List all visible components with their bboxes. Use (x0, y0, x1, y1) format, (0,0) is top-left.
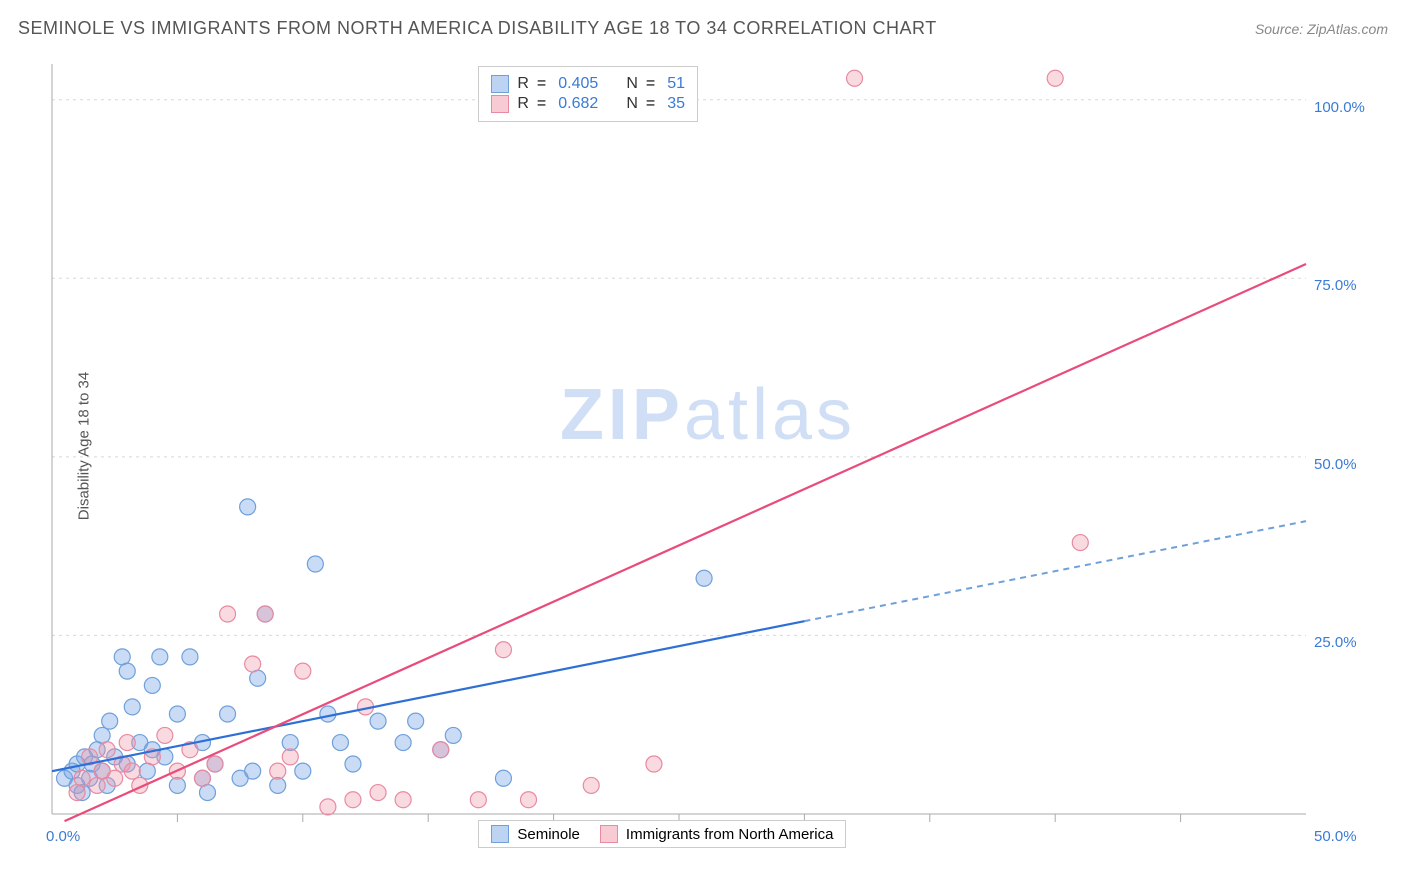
data-point (152, 649, 168, 665)
data-point (646, 756, 662, 772)
data-point (169, 706, 185, 722)
data-point (408, 713, 424, 729)
y-tick-label: 100.0% (1314, 99, 1365, 116)
data-point (495, 770, 511, 786)
data-point (282, 735, 298, 751)
stats-legend-row: R = 0.682N = 35 (491, 95, 685, 113)
data-point (270, 763, 286, 779)
data-point (74, 770, 90, 786)
data-point (295, 763, 311, 779)
data-point (89, 777, 105, 793)
data-point (245, 656, 261, 672)
data-point (370, 785, 386, 801)
legend-item: Seminole (491, 825, 580, 843)
stat-n-label: N (626, 75, 638, 93)
trend-line-extrapolated (804, 521, 1306, 621)
legend-label: Immigrants from North America (626, 826, 834, 843)
data-point (847, 70, 863, 86)
data-point (445, 727, 461, 743)
x-tick-label: 0.0% (46, 828, 80, 845)
data-point (99, 742, 115, 758)
data-point (250, 670, 266, 686)
legend-swatch (600, 825, 618, 843)
data-point (199, 785, 215, 801)
data-point (282, 749, 298, 765)
chart-title: SEMINOLE VS IMMIGRANTS FROM NORTH AMERIC… (18, 18, 937, 39)
y-tick-label: 50.0% (1314, 456, 1357, 473)
legend-label: Seminole (517, 826, 580, 843)
data-point (94, 727, 110, 743)
data-point (182, 649, 198, 665)
stat-r-value: 0.682 (558, 95, 598, 113)
legend-swatch (491, 95, 509, 113)
data-point (345, 756, 361, 772)
stats-legend-row: R = 0.405N = 51 (491, 75, 685, 93)
data-point (102, 713, 118, 729)
data-point (370, 713, 386, 729)
data-point (295, 663, 311, 679)
data-point (470, 792, 486, 808)
stat-n-value: 51 (667, 75, 685, 93)
stat-r-label: R (517, 95, 529, 113)
data-point (114, 649, 130, 665)
data-point (169, 777, 185, 793)
data-point (433, 742, 449, 758)
data-point (194, 770, 210, 786)
data-point (345, 792, 361, 808)
data-point (124, 699, 140, 715)
data-point (257, 606, 273, 622)
data-point (144, 677, 160, 693)
legend-item: Immigrants from North America (600, 825, 834, 843)
stat-n-label: N (626, 95, 638, 113)
stat-r-value: 0.405 (558, 75, 598, 93)
data-point (124, 763, 140, 779)
data-point (240, 499, 256, 515)
data-point (220, 706, 236, 722)
data-point (1047, 70, 1063, 86)
data-point (245, 763, 261, 779)
data-point (119, 735, 135, 751)
data-point (139, 763, 155, 779)
legend-swatch (491, 825, 509, 843)
chart-source: Source: ZipAtlas.com (1255, 21, 1388, 37)
legend-swatch (491, 75, 509, 93)
data-point (495, 642, 511, 658)
data-point (395, 735, 411, 751)
stat-n-value: 35 (667, 95, 685, 113)
stats-legend: R = 0.405N = 51R = 0.682N = 35 (478, 66, 698, 122)
data-point (307, 556, 323, 572)
data-point (207, 756, 223, 772)
x-tick-label: 50.0% (1314, 828, 1357, 845)
y-tick-label: 25.0% (1314, 634, 1357, 651)
trend-line (52, 621, 804, 771)
y-tick-label: 75.0% (1314, 277, 1357, 294)
chart-area: ZIPatlas 25.0%50.0%75.0%100.0%0.0%50.0% (50, 60, 1366, 832)
data-point (583, 777, 599, 793)
data-point (157, 727, 173, 743)
data-point (395, 792, 411, 808)
chart-header: SEMINOLE VS IMMIGRANTS FROM NORTH AMERIC… (18, 18, 1388, 39)
data-point (119, 663, 135, 679)
data-point (107, 770, 123, 786)
data-point (1072, 535, 1088, 551)
scatter-chart (50, 60, 1366, 832)
data-point (270, 777, 286, 793)
data-point (320, 799, 336, 815)
stat-r-label: R (517, 75, 529, 93)
data-point (69, 785, 85, 801)
data-point (220, 606, 236, 622)
trend-line (65, 264, 1306, 821)
data-point (521, 792, 537, 808)
data-point (332, 735, 348, 751)
series-legend: Seminole Immigrants from North America (478, 820, 846, 848)
data-point (696, 570, 712, 586)
